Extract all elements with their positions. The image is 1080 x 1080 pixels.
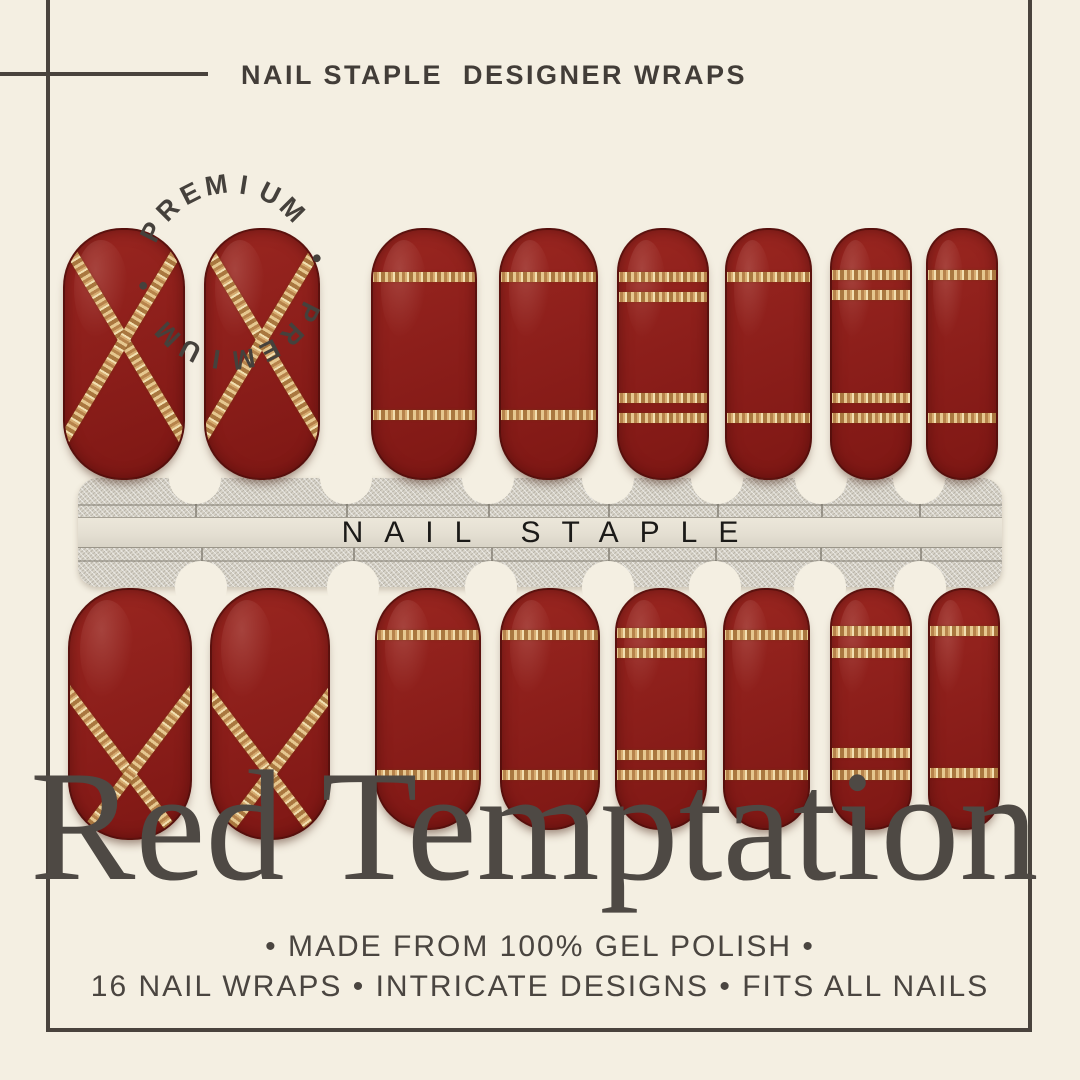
gold-glitter-stripe xyxy=(501,272,596,282)
strip-notch xyxy=(319,452,372,504)
gold-glitter-stripe xyxy=(832,770,910,780)
gold-glitter-stripe xyxy=(617,750,705,760)
gold-glitter-stripe xyxy=(832,413,910,423)
nail-gloss-highlight xyxy=(381,239,428,340)
nail-gloss-highlight xyxy=(731,599,769,695)
gold-glitter-stripe xyxy=(832,648,910,658)
nail-wrap xyxy=(371,228,477,480)
footer-line-2: 16 NAIL WRAPS • INTRICATE DESIGNS • FITS… xyxy=(90,970,990,1003)
gold-glitter-stripe xyxy=(832,270,910,280)
nail-wrap xyxy=(210,588,330,840)
nail-wrap xyxy=(63,228,185,480)
frame-left-line xyxy=(46,0,50,1032)
nail-gloss-highlight xyxy=(509,599,553,695)
gold-glitter-stripe xyxy=(619,413,707,423)
gold-glitter-stripe xyxy=(725,630,808,640)
gold-glitter-stripe xyxy=(832,748,910,758)
strip-notch xyxy=(326,561,379,613)
gold-glitter-stripe xyxy=(502,770,598,780)
nail-wrap xyxy=(615,588,707,830)
badge-char: R xyxy=(150,192,186,228)
nail-wrap xyxy=(928,588,1000,830)
badge-char: M xyxy=(230,342,258,376)
gold-glitter-stripe xyxy=(619,393,707,403)
strip-notch xyxy=(168,452,221,504)
gold-glitter-stripe xyxy=(619,272,707,282)
strip-texture-line xyxy=(78,560,1002,562)
nail-gloss-highlight xyxy=(508,239,552,340)
footer-line-1: • MADE FROM 100% GEL POLISH • xyxy=(265,930,815,963)
badge-char: M xyxy=(202,168,230,202)
nail-gloss-highlight xyxy=(79,599,134,700)
nail-gloss-highlight xyxy=(624,599,664,695)
gold-glitter-stripe xyxy=(930,768,998,778)
nail-wrap xyxy=(500,588,600,830)
gold-glitter-stripe xyxy=(373,272,475,282)
nail-gloss-highlight xyxy=(933,239,965,340)
strip-texture-line xyxy=(78,504,1002,506)
nail-gloss-highlight xyxy=(733,239,771,340)
badge-char: E xyxy=(175,176,205,212)
nail-wrap xyxy=(830,588,912,830)
nail-gloss-highlight xyxy=(221,599,274,700)
gold-glitter-stripe xyxy=(617,628,705,638)
gold-glitter-stripe xyxy=(727,413,810,423)
nail-gloss-highlight xyxy=(626,239,666,340)
gold-glitter-stripe xyxy=(502,630,598,640)
gold-glitter-stripe xyxy=(832,290,910,300)
gold-glitter-stripe xyxy=(928,270,996,280)
nail-wrap xyxy=(617,228,709,480)
strip-notch xyxy=(464,561,517,613)
header-brand-text: NAIL STAPLE DESIGNER WRAPS xyxy=(241,60,748,90)
nail-wrap xyxy=(68,588,192,840)
gold-glitter-stripe xyxy=(617,770,705,780)
nail-wrap xyxy=(830,228,912,480)
badge-char: I xyxy=(237,169,250,201)
gold-glitter-stripe xyxy=(832,626,910,636)
nail-wrap xyxy=(725,228,812,480)
nail-gloss-highlight xyxy=(838,599,874,695)
frame-top-line xyxy=(0,72,208,76)
gold-glitter-stripe xyxy=(725,770,808,780)
frame-right-line xyxy=(1028,0,1032,1032)
gold-glitter-stripe xyxy=(377,630,479,640)
nail-wrap xyxy=(375,588,481,830)
product-name: Red Temptation xyxy=(30,739,1039,914)
frame-bottom-line xyxy=(46,1028,1032,1032)
gold-glitter-stripe xyxy=(930,626,998,636)
backing-strip: NAIL STAPLE xyxy=(78,452,1002,613)
gold-glitter-stripe xyxy=(373,410,475,420)
strip-center-band: NAIL STAPLE xyxy=(78,517,1002,548)
nail-gloss-highlight xyxy=(385,599,432,695)
badge-char xyxy=(292,222,323,243)
strip-notch xyxy=(175,561,227,613)
nail-wrap xyxy=(499,228,598,480)
strip-brand-label: NAIL STAPLE xyxy=(341,515,760,549)
gold-glitter-stripe xyxy=(617,648,705,658)
nail-gloss-highlight xyxy=(838,239,874,340)
nail-wrap xyxy=(723,588,810,830)
nail-wrap xyxy=(926,228,998,480)
gold-glitter-stripe xyxy=(501,410,596,420)
strip-notch xyxy=(462,452,514,504)
gold-glitter-stripe xyxy=(928,413,996,423)
nail-wrap xyxy=(204,228,320,480)
nail-gloss-highlight xyxy=(935,599,967,695)
gold-glitter-stripe xyxy=(832,393,910,403)
gold-glitter-stripe xyxy=(619,292,707,302)
gold-glitter-stripe xyxy=(727,272,810,282)
gold-glitter-stripe xyxy=(377,770,479,780)
